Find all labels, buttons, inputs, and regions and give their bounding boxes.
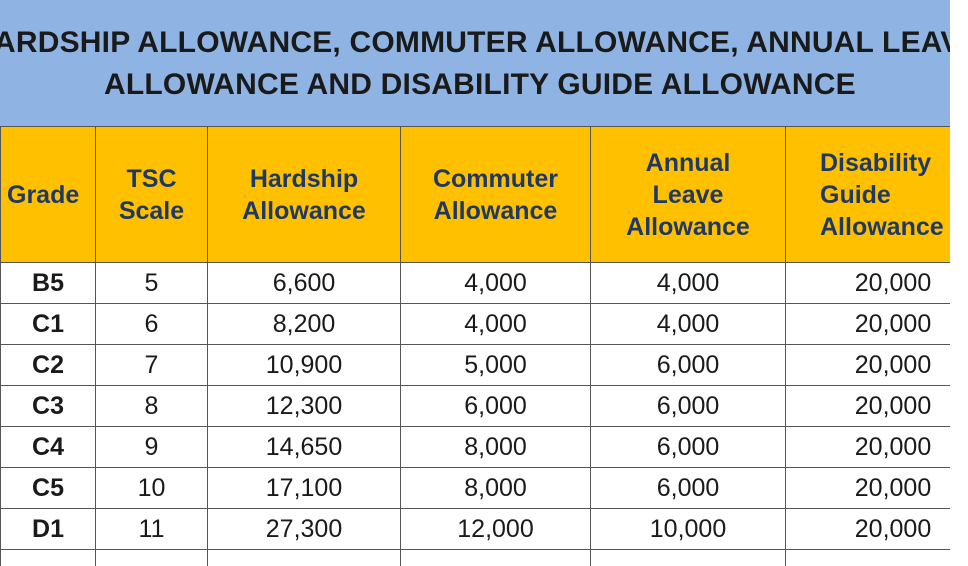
title-band: ARDSHIP ALLOWANCE, COMMUTER ALLOWANCE, A… <box>0 0 950 128</box>
cell-scale: 8 <box>95 385 208 427</box>
table-body: B5 5 6,600 4,000 4,000 20,000 C1 6 8,200 4,000 4,0… <box>0 262 968 566</box>
cell-disability: 20,000 <box>785 467 968 509</box>
cell-grade: C4 <box>0 426 96 468</box>
cell-commuter: 6,000 <box>400 385 591 427</box>
cell-disability: 20,000 <box>785 426 968 468</box>
cell-disability: 20,000 <box>785 385 968 427</box>
header-leave-line-2: Leave <box>652 180 724 209</box>
header-commuter-line-2: Allowance <box>433 196 558 225</box>
header-scale-line-2: Scale <box>118 196 185 225</box>
cell-annual-leave: 6,000 <box>590 385 786 427</box>
cell-scale: 9 <box>95 426 208 468</box>
table-cell-blank <box>0 549 96 566</box>
cell-commuter: 8,000 <box>400 426 591 468</box>
cell-disability: 20,000 <box>785 262 968 304</box>
table-cell-blank <box>400 549 591 566</box>
header-commuter-line-1: Commuter <box>432 164 558 193</box>
cell-scale: 11 <box>95 508 208 550</box>
header-grade-label: Grade <box>7 180 80 209</box>
cell-hardship: 12,300 <box>207 385 401 427</box>
cell-grade: D1 <box>0 508 96 550</box>
header-hardship-allowance: Hardship Allowance <box>207 126 401 263</box>
header-hardship-line-2: Allowance <box>242 196 366 225</box>
cell-scale: 5 <box>95 262 208 304</box>
cell-hardship: 6,600 <box>207 262 401 304</box>
cell-hardship: 14,650 <box>207 426 401 468</box>
cell-hardship: 8,200 <box>207 303 401 345</box>
header-disability-guide-allowance: Disability Guide Allowance <box>785 126 968 263</box>
cell-annual-leave: 4,000 <box>590 262 786 304</box>
cell-grade: C3 <box>0 385 96 427</box>
cell-grade: C1 <box>0 303 96 345</box>
header-disability-line-3: Allowance <box>820 212 944 241</box>
cell-hardship: 27,300 <box>207 508 401 550</box>
cell-scale: 10 <box>95 467 208 509</box>
table-row: C5 10 17,100 8,000 6,000 20,000 <box>0 467 968 509</box>
cell-annual-leave: 10,000 <box>590 508 786 550</box>
cell-annual-leave: 4,000 <box>590 303 786 345</box>
cell-disability: 20,000 <box>785 508 968 550</box>
cell-hardship: 10,900 <box>207 344 401 386</box>
table-row: C2 7 10,900 5,000 6,000 20,000 <box>0 344 968 386</box>
header-grade: Grade <box>0 126 96 263</box>
cell-disability: 20,000 <box>785 344 968 386</box>
cell-commuter: 4,000 <box>400 262 591 304</box>
cell-annual-leave: 6,000 <box>590 426 786 468</box>
cell-commuter: 8,000 <box>400 467 591 509</box>
cell-hardship: 17,100 <box>207 467 401 509</box>
table-row-partial <box>0 549 968 566</box>
cell-annual-leave: 6,000 <box>590 467 786 509</box>
header-commuter-allowance: Commuter Allowance <box>400 126 591 263</box>
allowance-table: Grade TSC Scale Hardship Allowance Commu… <box>0 126 968 566</box>
cell-grade: B5 <box>0 262 96 304</box>
cell-scale: 7 <box>95 344 208 386</box>
cell-commuter: 5,000 <box>400 344 591 386</box>
table-cell-blank <box>785 549 968 566</box>
header-row: Grade TSC Scale Hardship Allowance Commu… <box>0 126 968 263</box>
cell-scale: 6 <box>95 303 208 345</box>
header-leave-line-3: Allowance <box>626 212 750 241</box>
header-disability-line-2: Guide <box>820 180 891 209</box>
header-disability-line-1: Disability <box>820 148 932 177</box>
header-hardship-line-1: Hardship <box>249 164 359 193</box>
table-row: D1 11 27,300 12,000 10,000 20,000 <box>0 508 968 550</box>
title-line-2: ALLOWANCE AND DISABILITY GUIDE ALLOWANCE <box>104 68 856 101</box>
cell-commuter: 12,000 <box>400 508 591 550</box>
cell-grade: C5 <box>0 467 96 509</box>
header-leave-line-1: Annual <box>645 148 731 177</box>
cell-commuter: 4,000 <box>400 303 591 345</box>
header-annual-leave-allowance: Annual Leave Allowance <box>590 126 786 263</box>
right-margin <box>950 0 968 566</box>
cell-disability: 20,000 <box>785 303 968 345</box>
table-row: C4 9 14,650 8,000 6,000 20,000 <box>0 426 968 468</box>
header-scale-line-1: TSC <box>126 164 177 193</box>
table-cell-blank <box>95 549 208 566</box>
table-row: C3 8 12,300 6,000 6,000 20,000 <box>0 385 968 427</box>
cell-grade: C2 <box>0 344 96 386</box>
table-cell-blank <box>207 549 401 566</box>
table-row: B5 5 6,600 4,000 4,000 20,000 <box>0 262 968 304</box>
table-cell-blank <box>590 549 786 566</box>
title-line-1: ARDSHIP ALLOWANCE, COMMUTER ALLOWANCE, A… <box>0 26 950 59</box>
cell-annual-leave: 6,000 <box>590 344 786 386</box>
table-row: C1 6 8,200 4,000 4,000 20,000 <box>0 303 968 345</box>
header-tsc-scale: TSC Scale <box>95 126 208 263</box>
